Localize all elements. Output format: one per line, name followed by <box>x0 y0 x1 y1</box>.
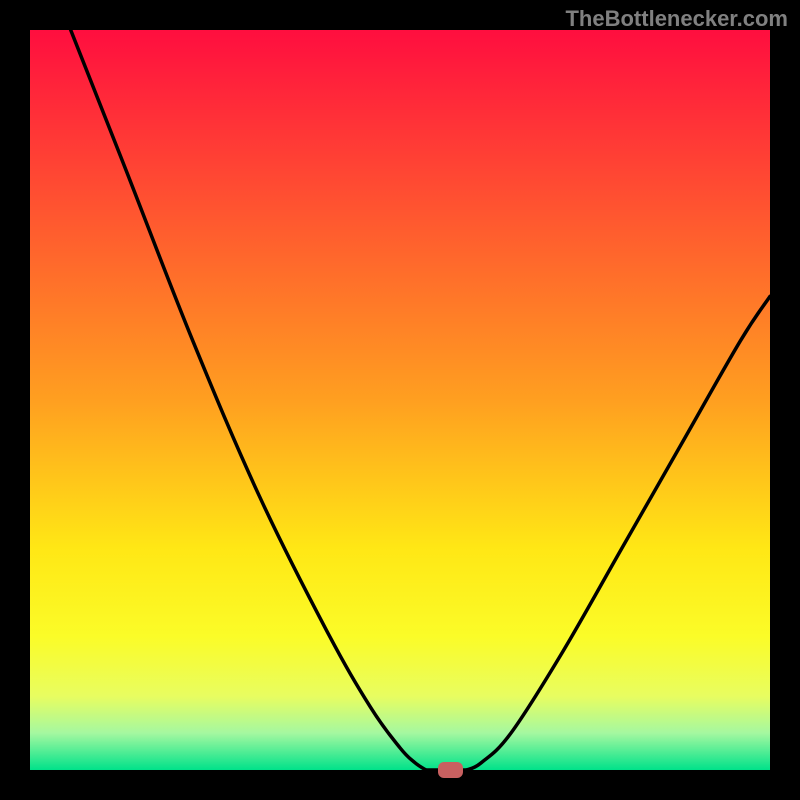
bottleneck-curve <box>0 0 800 800</box>
chart-frame: TheBottlenecker.com <box>0 0 800 800</box>
optimal-point-marker <box>438 762 463 778</box>
watermark-text: TheBottlenecker.com <box>565 6 788 32</box>
